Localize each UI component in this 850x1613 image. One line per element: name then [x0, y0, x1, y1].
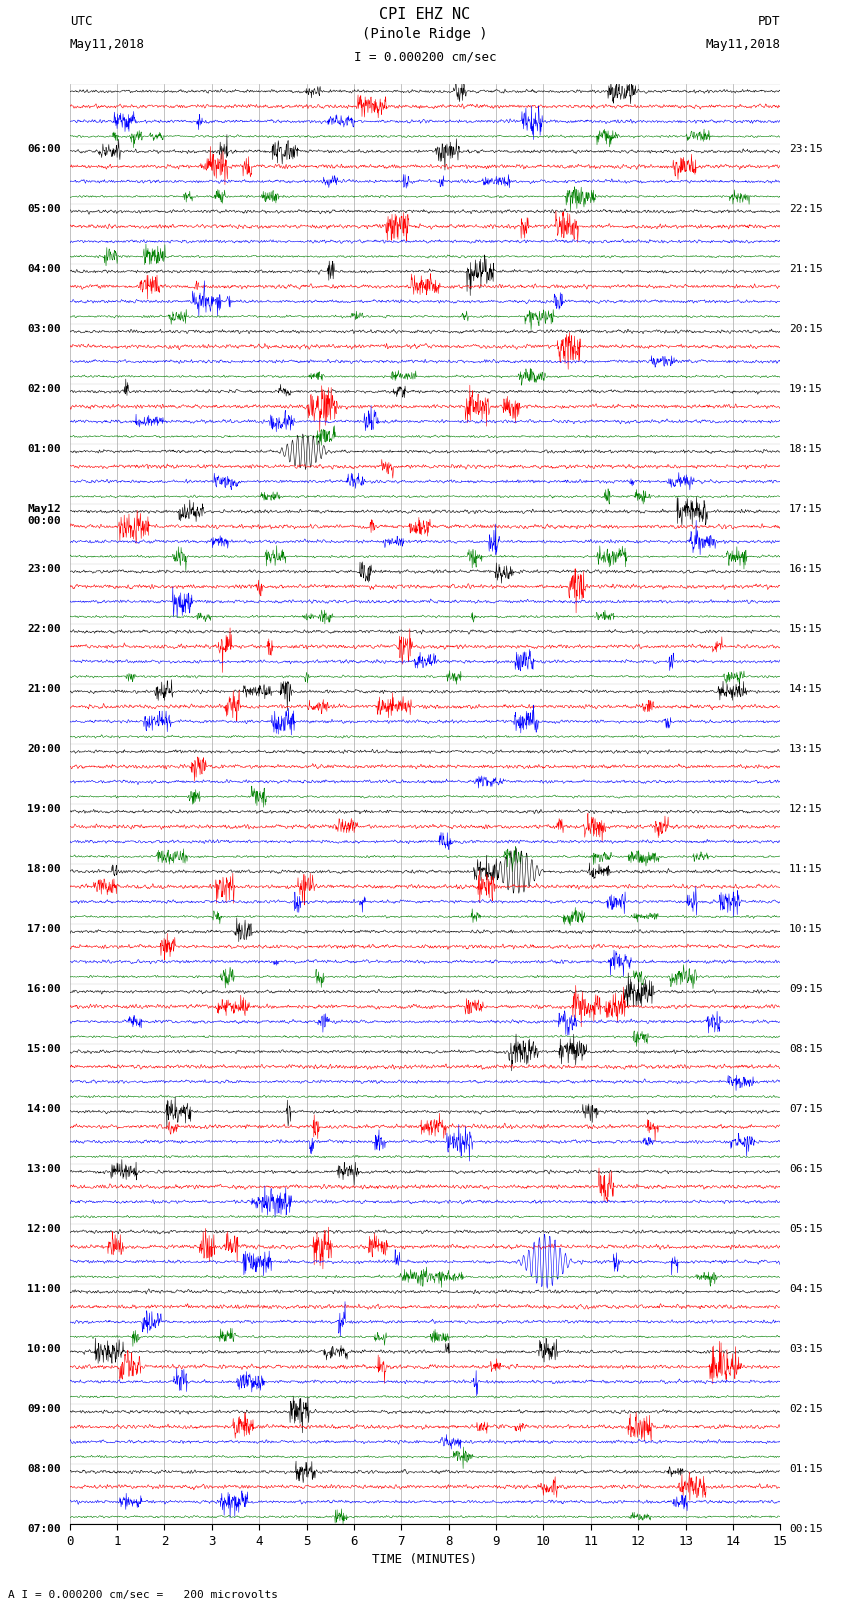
Text: 01:15: 01:15	[789, 1465, 823, 1474]
Text: 22:00: 22:00	[27, 624, 61, 634]
Text: 13:15: 13:15	[789, 744, 823, 753]
Text: 12:15: 12:15	[789, 803, 823, 815]
Text: 06:15: 06:15	[789, 1165, 823, 1174]
Text: 03:15: 03:15	[789, 1344, 823, 1355]
Text: 06:00: 06:00	[27, 144, 61, 153]
Text: 21:00: 21:00	[27, 684, 61, 694]
Text: 18:15: 18:15	[789, 444, 823, 453]
Text: 11:00: 11:00	[27, 1284, 61, 1294]
Text: 20:00: 20:00	[27, 744, 61, 753]
Text: 16:15: 16:15	[789, 565, 823, 574]
Text: 19:00: 19:00	[27, 803, 61, 815]
Text: 00:15: 00:15	[789, 1524, 823, 1534]
Text: May11,2018: May11,2018	[706, 37, 780, 50]
X-axis label: TIME (MINUTES): TIME (MINUTES)	[372, 1553, 478, 1566]
Text: 15:00: 15:00	[27, 1044, 61, 1055]
Text: 13:00: 13:00	[27, 1165, 61, 1174]
Text: A I = 0.000200 cm/sec =   200 microvolts: A I = 0.000200 cm/sec = 200 microvolts	[8, 1590, 279, 1600]
Text: 14:00: 14:00	[27, 1105, 61, 1115]
Text: 02:15: 02:15	[789, 1405, 823, 1415]
Text: 01:00: 01:00	[27, 444, 61, 453]
Text: 19:15: 19:15	[789, 384, 823, 394]
Text: 21:15: 21:15	[789, 265, 823, 274]
Text: 04:15: 04:15	[789, 1284, 823, 1294]
Text: 15:15: 15:15	[789, 624, 823, 634]
Text: I = 0.000200 cm/sec: I = 0.000200 cm/sec	[354, 50, 496, 63]
Text: 08:00: 08:00	[27, 1465, 61, 1474]
Text: 12:00: 12:00	[27, 1224, 61, 1234]
Text: 16:00: 16:00	[27, 984, 61, 994]
Text: 10:00: 10:00	[27, 1344, 61, 1355]
Text: CPI EHZ NC: CPI EHZ NC	[379, 6, 471, 21]
Text: 23:00: 23:00	[27, 565, 61, 574]
Text: 14:15: 14:15	[789, 684, 823, 694]
Text: 08:15: 08:15	[789, 1044, 823, 1055]
Text: 03:00: 03:00	[27, 324, 61, 334]
Text: 11:15: 11:15	[789, 865, 823, 874]
Text: 22:15: 22:15	[789, 203, 823, 215]
Text: 17:15: 17:15	[789, 503, 823, 515]
Text: UTC: UTC	[70, 15, 92, 27]
Text: 07:00: 07:00	[27, 1524, 61, 1534]
Text: 10:15: 10:15	[789, 924, 823, 934]
Text: 09:00: 09:00	[27, 1405, 61, 1415]
Text: 17:00: 17:00	[27, 924, 61, 934]
Text: 20:15: 20:15	[789, 324, 823, 334]
Text: 05:00: 05:00	[27, 203, 61, 215]
Text: 23:15: 23:15	[789, 144, 823, 153]
Text: 07:15: 07:15	[789, 1105, 823, 1115]
Text: 09:15: 09:15	[789, 984, 823, 994]
Text: (Pinole Ridge ): (Pinole Ridge )	[362, 27, 488, 40]
Text: 04:00: 04:00	[27, 265, 61, 274]
Text: PDT: PDT	[758, 15, 780, 27]
Text: May11,2018: May11,2018	[70, 37, 144, 50]
Text: 05:15: 05:15	[789, 1224, 823, 1234]
Text: 18:00: 18:00	[27, 865, 61, 874]
Text: 02:00: 02:00	[27, 384, 61, 394]
Text: May12
00:00: May12 00:00	[27, 503, 61, 526]
